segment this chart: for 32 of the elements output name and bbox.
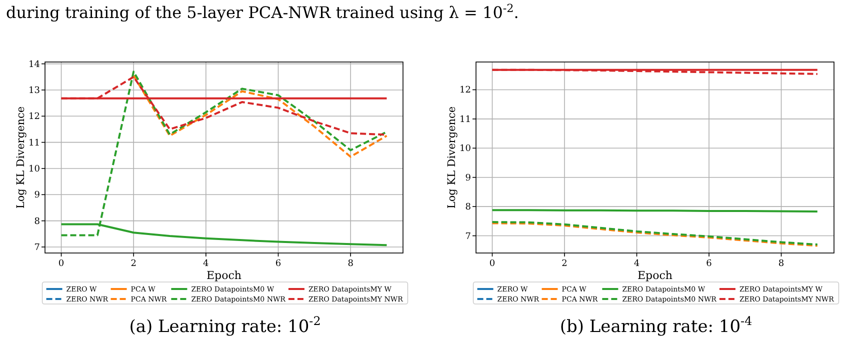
text: during training of the 5-layer PCA-NWR trained using λ = 10$^{-2}$.	[6, 2, 519, 22]
x-tick-label: 4	[634, 259, 640, 269]
y-tick-label: 7	[34, 242, 40, 253]
y-tick-label: 13	[28, 86, 40, 96]
x-tick-label: 8	[348, 259, 354, 269]
y-tick-label: 9	[34, 190, 40, 201]
y-tick-label: 10	[460, 144, 472, 154]
x-axis-title: Epoch	[206, 269, 242, 282]
x-axis-title: Epoch	[638, 269, 672, 282]
y-tick-label: 10	[28, 164, 40, 174]
y-tick-label: 12	[28, 112, 40, 122]
y-tick-label: 7	[465, 232, 472, 242]
line-series	[132, 74, 388, 158]
y-tick-label: 14	[28, 60, 40, 70]
x-tick-label: 6	[706, 259, 712, 269]
x-tick-label: 2	[562, 259, 568, 269]
x-tick-label: 0	[489, 259, 496, 269]
x-tick-label: 8	[778, 259, 784, 269]
y-tick-label: 8	[465, 202, 472, 213]
text: (b) Learning rate: 10$^{-4}$	[560, 314, 752, 337]
y-tick-label: 11	[460, 114, 471, 125]
x-tick-label: 2	[130, 259, 136, 269]
y-tick-label: 9	[465, 173, 472, 184]
text: (a) Learning rate: 10$^{-2}$	[129, 314, 321, 337]
y-axis-title: Log KL Divergence	[446, 106, 458, 209]
y-axis-title: Log KL Divergence	[15, 106, 27, 209]
y-tick-label: 11	[28, 138, 40, 148]
x-tick-label: 0	[58, 259, 64, 269]
y-tick-label: 12	[460, 86, 471, 96]
x-tick-label: 4	[203, 259, 210, 269]
x-tick-label: 6	[275, 259, 282, 269]
y-tick-label: 8	[34, 216, 40, 227]
